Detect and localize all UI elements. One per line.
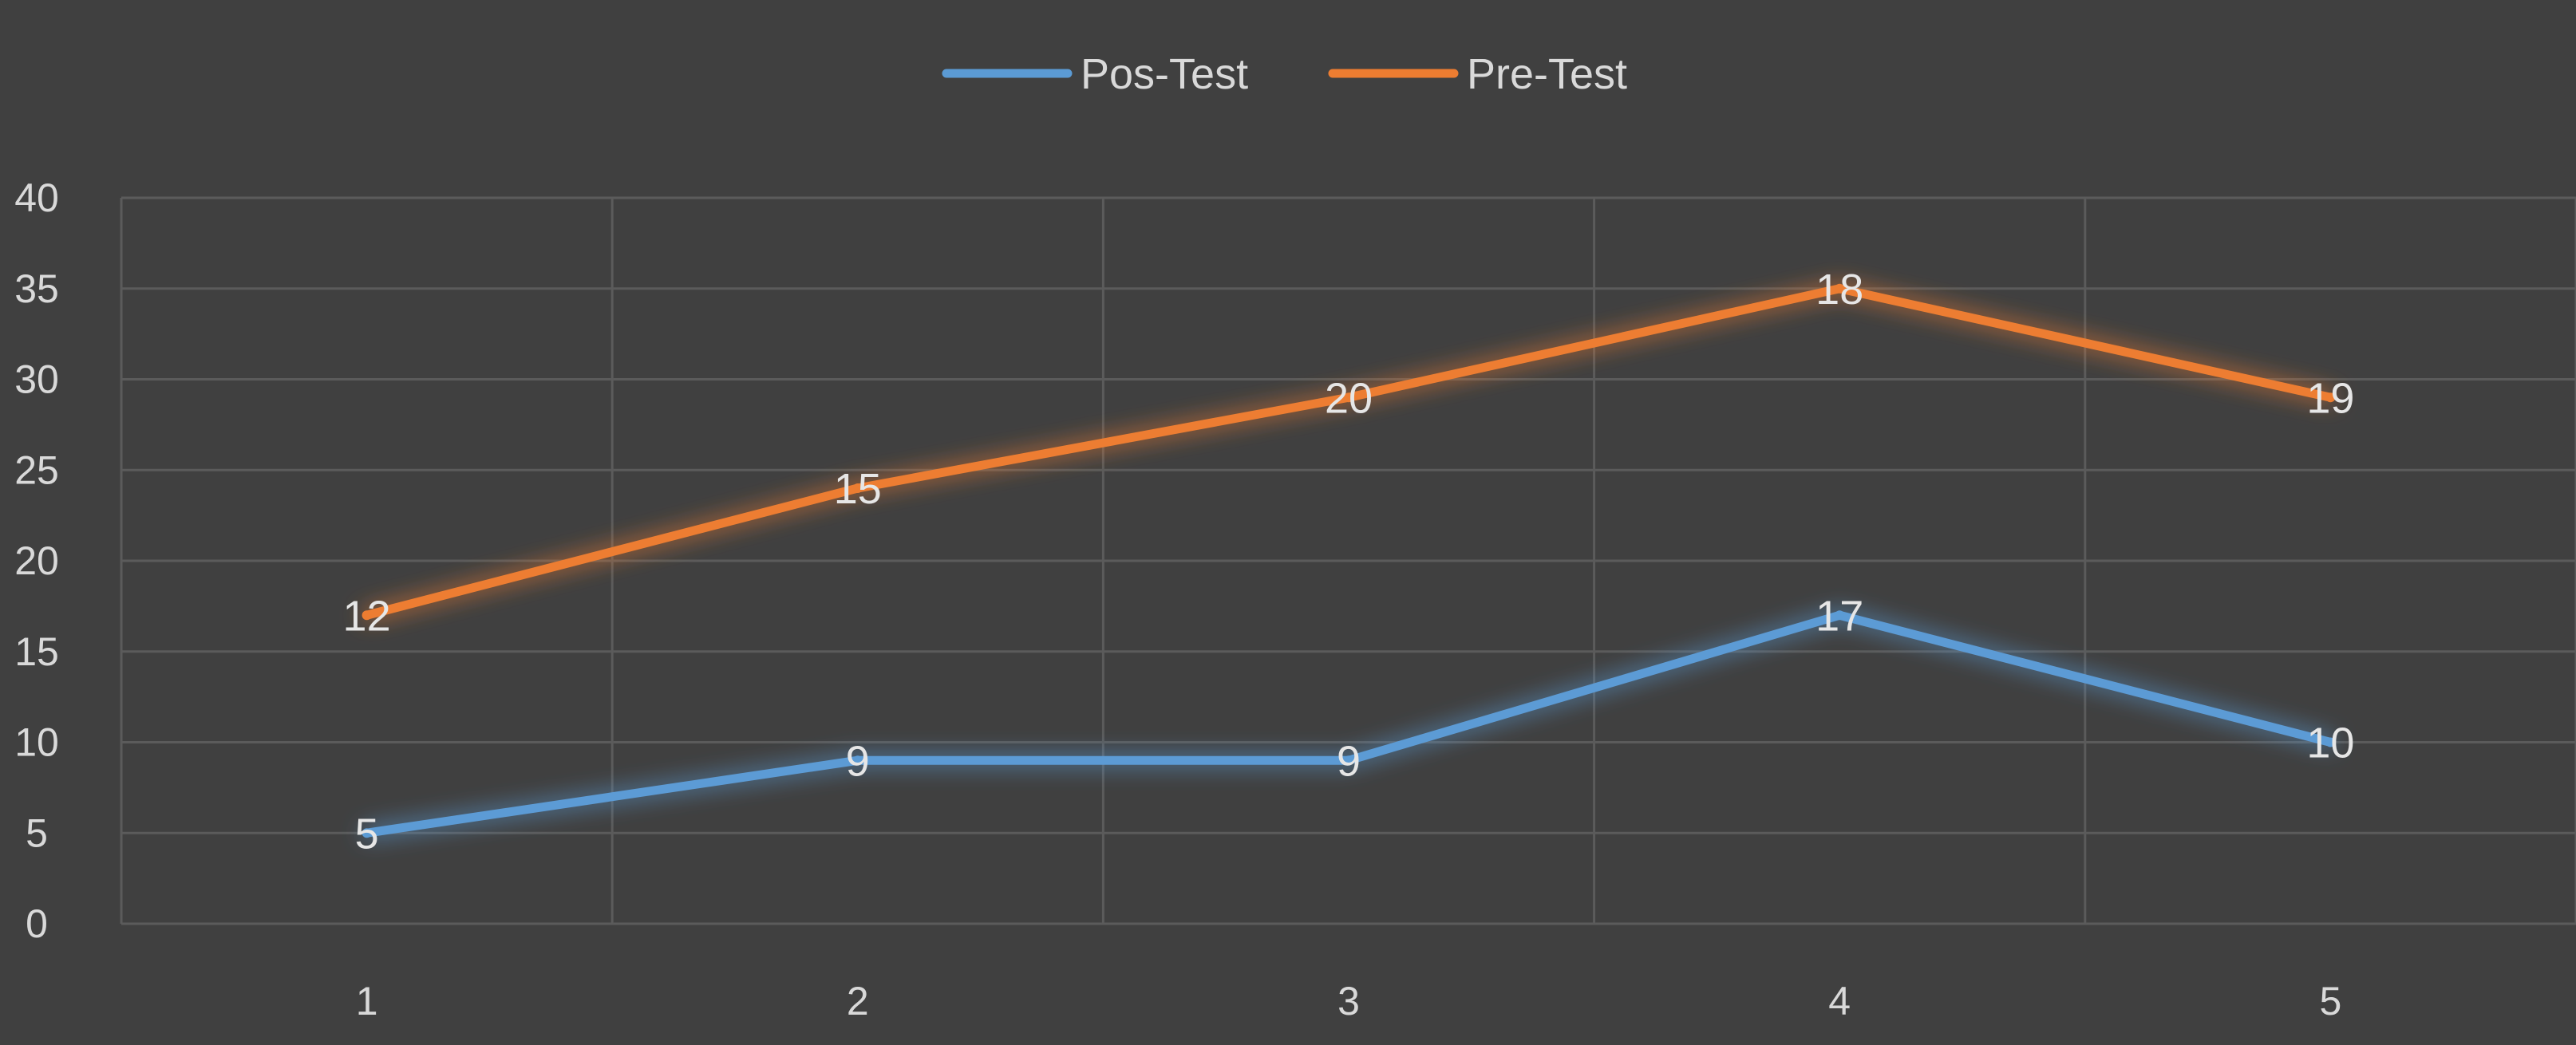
x-tick-label: 3 [1337,979,1360,1023]
data-label-pos-test: 10 [2306,720,2354,767]
y-tick-label: 20 [14,538,59,583]
y-tick-label: 10 [14,720,59,765]
y-tick-label: 15 [14,629,59,674]
x-axis-ticks: 1 2 3 4 5 [356,979,2342,1023]
data-label-pos-test: 9 [846,737,870,785]
data-point-pos-test [852,755,863,766]
data-label-pre-test: 20 [1325,374,1373,422]
data-point-pos-test [362,828,372,838]
data-point-pre-test [2325,392,2336,403]
x-tick-label: 5 [2319,979,2341,1023]
grid [120,196,2576,925]
series-line-pre-test [362,284,2335,620]
x-tick-label: 2 [847,979,869,1023]
data-point-pos-test [1344,755,1353,766]
data-label-pre-test: 15 [834,465,882,513]
data-point-pre-test [852,483,863,493]
data-point-pre-test [1835,283,1845,294]
data-label-pos-test: 9 [1337,737,1361,785]
legend: Pos-Test Pre-Test [942,50,1627,98]
data-point-pre-test [362,610,372,621]
legend-label: Pos-Test [1081,50,1248,98]
data-point-pre-test [1344,392,1353,403]
data-point-pos-test [1835,610,1845,621]
y-tick-label: 25 [14,448,59,492]
y-tick-label: 5 [26,810,48,855]
data-label-pre-test: 19 [2306,374,2354,422]
data-label-pre-test: 18 [1815,266,1863,314]
y-tick-label: 30 [14,357,59,402]
y-tick-label: 35 [14,266,59,311]
y-tick-label: 40 [14,175,59,220]
series-lines [362,283,2336,838]
data-point-pos-test [2325,737,2336,747]
legend-label: Pre-Test [1467,50,1627,98]
legend-item-pos-test: Pos-Test [942,50,1248,98]
x-tick-label: 1 [356,979,378,1023]
legend-item-pre-test: Pre-Test [1328,50,1627,98]
data-label-pos-test: 5 [355,810,379,858]
data-label-pre-test: 12 [343,592,391,640]
data-label-pos-test: 17 [1815,592,1863,640]
data-labels: 5 9 9 17 10 12 15 20 18 19 [343,266,2355,858]
x-tick-label: 4 [1828,979,1851,1023]
y-axis-ticks: 0 5 10 15 20 25 30 35 40 [14,175,59,946]
series-line-pos-test [362,610,2335,838]
y-tick-label: 0 [26,901,48,946]
